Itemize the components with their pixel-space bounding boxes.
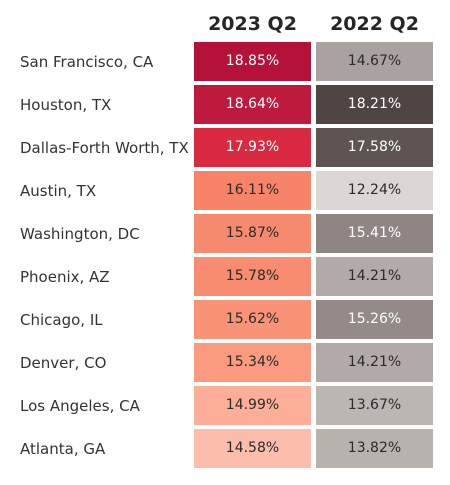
cell-2022-q2: 12.24%: [316, 171, 433, 210]
row-label: Phoenix, AZ: [20, 268, 110, 286]
cell-2022-q2: 14.67%: [316, 42, 433, 81]
cell-2023-q2: 18.64%: [194, 85, 311, 124]
cell-2023-q2: 15.62%: [194, 300, 311, 339]
row-label: Dallas-Forth Worth, TX: [20, 139, 189, 157]
cell-2023-q2: 16.11%: [194, 171, 311, 210]
cell-2022-q2: 13.82%: [316, 429, 433, 468]
cell-2023-q2: 15.78%: [194, 257, 311, 296]
row-label: San Francisco, CA: [20, 53, 154, 71]
column-header-2022-q2: 2022 Q2: [330, 13, 419, 35]
cell-2022-q2: 17.58%: [316, 128, 433, 167]
row-label: Chicago, IL: [20, 311, 103, 329]
column-header-2023-q2: 2023 Q2: [208, 13, 297, 35]
row-label: Los Angeles, CA: [20, 397, 140, 415]
cell-2023-q2: 17.93%: [194, 128, 311, 167]
cell-2022-q2: 15.41%: [316, 214, 433, 253]
cell-2023-q2: 18.85%: [194, 42, 311, 81]
row-label: Atlanta, GA: [20, 440, 106, 458]
cell-2022-q2: 15.26%: [316, 300, 433, 339]
cell-2022-q2: 18.21%: [316, 85, 433, 124]
cell-2022-q2: 13.67%: [316, 386, 433, 425]
cell-2022-q2: 14.21%: [316, 343, 433, 382]
row-label: Denver, CO: [20, 354, 107, 372]
cell-2023-q2: 15.87%: [194, 214, 311, 253]
row-label: Houston, TX: [20, 96, 112, 114]
cell-2023-q2: 14.99%: [194, 386, 311, 425]
cell-2023-q2: 15.34%: [194, 343, 311, 382]
row-label: Washington, DC: [20, 225, 140, 243]
cell-2023-q2: 14.58%: [194, 429, 311, 468]
cell-2022-q2: 14.21%: [316, 257, 433, 296]
row-label: Austin, TX: [20, 182, 97, 200]
